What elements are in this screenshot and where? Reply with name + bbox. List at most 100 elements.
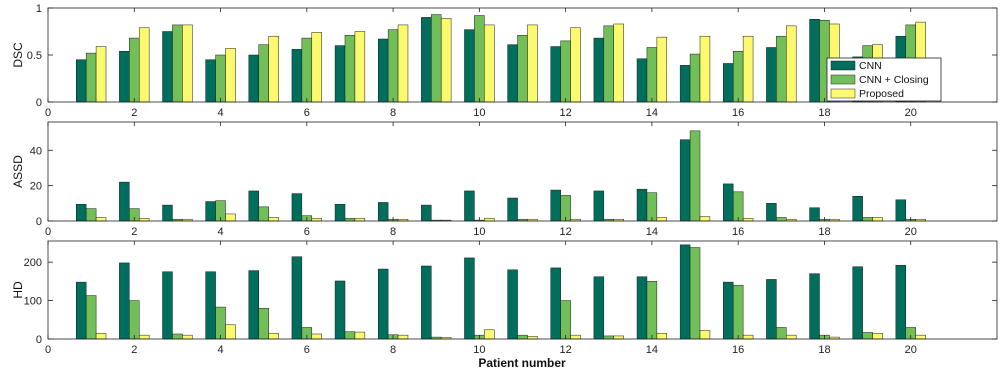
y-tick-label: 0 bbox=[36, 216, 42, 228]
bar-assd-proposed-5 bbox=[268, 217, 279, 222]
bar-assd-cnn-11 bbox=[507, 197, 518, 222]
legend: CNN CNN + Closing Proposed bbox=[826, 57, 942, 102]
bar-assd-cnn-16 bbox=[723, 183, 734, 222]
bar-assd-cnn-14 bbox=[636, 188, 648, 222]
bar-hd-cnn-5 bbox=[248, 270, 259, 340]
bar-dsc-cnn-closing-11 bbox=[517, 35, 528, 103]
x-tick-label: 0 bbox=[45, 226, 51, 238]
bar-hd-cnn-closing-14 bbox=[646, 281, 658, 340]
x-tick-label: 10 bbox=[473, 226, 485, 238]
bar-assd-cnn-closing-1 bbox=[85, 208, 97, 222]
x-tick-label: 4 bbox=[217, 107, 223, 119]
bar-assd-cnn-closing-14 bbox=[646, 192, 658, 222]
bar-dsc-cnn-closing-12 bbox=[560, 40, 571, 103]
bar-dsc-cnn-15 bbox=[679, 65, 691, 103]
bar-hd-cnn-closing-1 bbox=[85, 295, 97, 340]
x-tick-label: 14 bbox=[646, 226, 658, 238]
x-tick-label: 8 bbox=[390, 344, 396, 356]
bar-hd-proposed-14 bbox=[656, 332, 668, 340]
axes-box-assd bbox=[47, 121, 998, 222]
bar-hd-cnn-2 bbox=[119, 262, 130, 340]
bar-dsc-cnn-6 bbox=[291, 49, 303, 103]
bar-assd-proposed-1 bbox=[95, 217, 107, 222]
bar-assd-cnn-5 bbox=[248, 190, 259, 222]
y-tick-label: 0.5 bbox=[27, 50, 42, 62]
legend-label-proposed: Proposed bbox=[859, 88, 904, 100]
x-tick-label: 14 bbox=[646, 107, 658, 119]
x-tick-label: 12 bbox=[560, 107, 572, 119]
panel-dsc: 0 2 4 6 8 10 12 14 16 18 20 0 0.5 1 DSC bbox=[11, 3, 998, 119]
bar-assd-cnn-17 bbox=[766, 203, 777, 222]
y-tick-label: 0 bbox=[36, 97, 42, 109]
bar-dsc-cnn-3 bbox=[162, 31, 173, 103]
bar-hd-proposed-5 bbox=[268, 332, 279, 340]
bar-assd-cnn-closing-15 bbox=[689, 130, 701, 222]
bar-hd-proposed-16 bbox=[742, 334, 754, 340]
bar-hd-cnn-15 bbox=[679, 244, 691, 340]
bar-hd-proposed-20 bbox=[915, 334, 926, 340]
bar-dsc-cnn-14 bbox=[636, 58, 648, 103]
bar-assd-cnn-20 bbox=[895, 199, 907, 222]
bar-hd-proposed-15 bbox=[699, 330, 711, 340]
bar-assd-cnn-13 bbox=[593, 190, 605, 222]
bar-hd-cnn-20 bbox=[895, 264, 907, 340]
x-tick-label: 16 bbox=[732, 344, 744, 356]
x-tick-label: 6 bbox=[304, 226, 310, 238]
x-tick-label: 0 bbox=[45, 107, 51, 119]
bar-assd-proposed-15 bbox=[699, 216, 711, 222]
bar-hd-cnn-closing-16 bbox=[732, 284, 744, 340]
bar-assd-cnn-2 bbox=[119, 181, 130, 222]
bar-dsc-cnn-4 bbox=[205, 59, 216, 103]
bar-dsc-proposed-14 bbox=[656, 36, 668, 103]
bar-assd-proposed-14 bbox=[656, 217, 668, 222]
bar-hd-cnn-closing-4 bbox=[215, 306, 226, 340]
x-tick-label: 6 bbox=[304, 107, 310, 119]
bar-hd-proposed-12 bbox=[570, 334, 581, 340]
bar-assd-cnn-closing-17 bbox=[776, 217, 787, 222]
bar-dsc-cnn-closing-3 bbox=[172, 24, 183, 103]
bar-dsc-cnn-10 bbox=[464, 29, 475, 103]
bar-hd-proposed-6 bbox=[311, 333, 322, 340]
bar-hd-cnn-closing-5 bbox=[258, 308, 269, 340]
bar-dsc-proposed-16 bbox=[742, 35, 754, 103]
panel-assd: 0 2 4 6 8 10 12 14 16 18 20 0 20 40 ASSD bbox=[11, 121, 998, 238]
bar-hd-proposed-4 bbox=[225, 324, 236, 340]
x-tick-label: 4 bbox=[217, 226, 223, 238]
bar-hd-proposed-13 bbox=[613, 335, 624, 340]
bar-dsc-cnn-5 bbox=[248, 54, 259, 103]
x-axis-label: Patient number bbox=[478, 356, 566, 370]
bar-assd-proposed-19 bbox=[872, 217, 883, 222]
x-tick-label: 18 bbox=[818, 226, 830, 238]
y-tick-label: 200 bbox=[24, 257, 42, 269]
axes-box-hd bbox=[47, 240, 998, 340]
bar-hd-cnn-14 bbox=[636, 276, 648, 340]
x-tick-label: 20 bbox=[905, 107, 917, 119]
x-tick-label: 2 bbox=[131, 344, 137, 356]
bar-dsc-proposed-12 bbox=[570, 27, 581, 103]
x-tick-label: 14 bbox=[646, 344, 658, 356]
bar-hd-cnn-closing-7 bbox=[344, 331, 356, 340]
bar-assd-cnn-19 bbox=[852, 196, 863, 222]
bar-dsc-proposed-9 bbox=[440, 18, 452, 103]
bar-dsc-cnn-closing-10 bbox=[474, 15, 485, 103]
y-tick-label: 20 bbox=[30, 181, 42, 193]
bar-dsc-cnn-2 bbox=[119, 50, 130, 103]
legend-swatch-cnn-closing bbox=[830, 74, 856, 85]
bar-assd-cnn-closing-16 bbox=[732, 191, 744, 222]
bar-hd-proposed-3 bbox=[182, 334, 193, 340]
bar-hd-cnn-18 bbox=[809, 273, 820, 340]
bar-dsc-proposed-17 bbox=[786, 25, 797, 103]
x-tick-label: 8 bbox=[390, 226, 396, 238]
legend-label-cnn-closing: CNN + Closing bbox=[859, 74, 929, 86]
bar-hd-proposed-10 bbox=[484, 329, 495, 340]
legend-label-cnn: CNN bbox=[859, 60, 882, 72]
bar-hd-cnn-3 bbox=[162, 271, 173, 340]
bar-hd-cnn-7 bbox=[334, 280, 346, 340]
bar-hd-proposed-17 bbox=[786, 334, 797, 340]
bar-hd-proposed-7 bbox=[354, 331, 366, 340]
bar-hd-cnn-12 bbox=[550, 267, 561, 340]
y-tick-label: 40 bbox=[30, 145, 42, 157]
bar-dsc-cnn-closing-17 bbox=[776, 35, 787, 103]
